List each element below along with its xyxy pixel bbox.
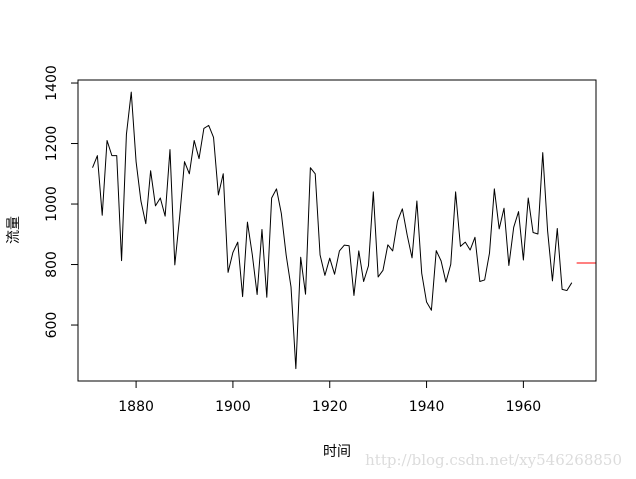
series-line-1 — [92, 91, 573, 370]
y-axis-title: 流量 — [6, 216, 22, 244]
plot-frame — [77, 79, 597, 382]
watermark-text: http://blog.csdn.net/xy546268850 — [365, 451, 622, 469]
x-axis: 1880 1900 1920 1940 1960 — [118, 381, 541, 415]
x-tick-label: 1920 — [312, 399, 348, 415]
y-tick-label: 1200 — [44, 126, 60, 162]
x-axis-title: 时间 — [323, 444, 351, 460]
x-tick-label: 1940 — [409, 399, 445, 415]
x-tick-label: 1960 — [506, 399, 542, 415]
x-tick-label: 1880 — [118, 399, 154, 415]
y-axis: 600 800 1000 1200 1400 — [44, 65, 78, 338]
y-tick-label: 1000 — [44, 186, 60, 222]
y-tick-label: 800 — [44, 251, 60, 278]
y-tick-label: 1400 — [44, 65, 60, 101]
x-tick-label: 1900 — [215, 399, 251, 415]
y-tick-label: 600 — [44, 312, 60, 339]
series-layer — [92, 91, 596, 370]
